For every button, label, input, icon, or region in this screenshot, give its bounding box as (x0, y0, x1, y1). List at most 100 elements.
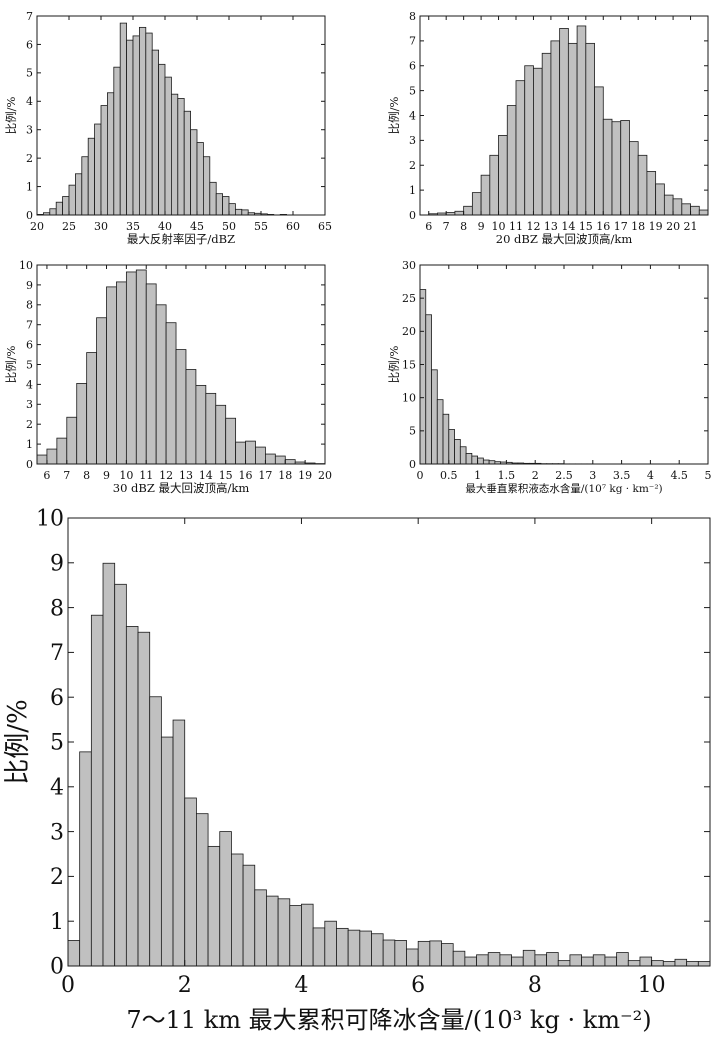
bar (506, 105, 517, 216)
bar (125, 271, 137, 465)
x-axis-label: 最大反射率因子/dBZ (127, 232, 235, 246)
x-tick-label: 11 (139, 469, 153, 482)
bar (231, 853, 244, 967)
y-tick-label: 0 (26, 209, 33, 222)
bar (471, 192, 482, 216)
y-tick-label: 10 (36, 507, 64, 532)
bar (662, 961, 676, 967)
bar (522, 949, 536, 967)
x-tick-label: 55 (254, 220, 268, 233)
bar (245, 440, 256, 465)
x-tick-label: 2 (178, 973, 192, 998)
x-tick-label: 13 (544, 220, 558, 233)
x-tick-label: 3.5 (613, 469, 631, 482)
y-tick-label: 0 (409, 458, 416, 471)
bar (160, 736, 174, 967)
bar (646, 171, 657, 216)
x-tick-label: 65 (318, 220, 332, 233)
bar (534, 954, 547, 967)
bar (406, 948, 419, 967)
bar (235, 441, 246, 465)
bar (697, 961, 711, 967)
bar (100, 105, 108, 216)
bar (185, 369, 197, 465)
bar (36, 454, 48, 465)
bar (135, 269, 147, 465)
bar (301, 903, 314, 967)
x-axis-label: 7～11 km 最大累积可降冰含量/(10³ kg · km⁻²) (126, 1006, 651, 1034)
bar (594, 86, 604, 216)
x-tick-label: 6 (43, 469, 50, 482)
y-tick-label: 3 (26, 124, 33, 137)
bar (681, 203, 691, 216)
bar (431, 369, 438, 465)
bar (581, 956, 594, 967)
x-tick-label: 18 (631, 220, 645, 233)
x-tick-label: 10 (119, 469, 133, 482)
bar (499, 954, 512, 967)
x-tick-label: 8 (460, 220, 467, 233)
bar (524, 65, 534, 216)
bar (592, 954, 606, 967)
x-tick-label: 17 (258, 469, 272, 482)
y-tick-label: 30 (402, 259, 416, 272)
x-tick-label: 16 (596, 220, 610, 233)
y-tick-label: 4 (26, 378, 33, 391)
y-tick-label: 10 (402, 392, 416, 405)
bar (371, 933, 384, 967)
y-axis-label: 比例/% (387, 97, 401, 135)
bar (215, 404, 227, 465)
y-tick-label: 6 (26, 38, 33, 51)
bar (106, 286, 117, 465)
x-tick-label: 8 (83, 469, 90, 482)
bar (132, 35, 140, 216)
x-tick-label: 9 (478, 220, 485, 233)
y-tick-label: 6 (50, 686, 64, 711)
bar (207, 845, 221, 967)
y-tick-label: 3 (409, 134, 416, 147)
bar (616, 952, 629, 967)
bar (347, 929, 361, 967)
bar (165, 322, 177, 465)
x-tick-label: 17 (614, 220, 628, 233)
bar (454, 439, 461, 465)
x-tick-label: 45 (190, 220, 204, 233)
bar (569, 954, 582, 967)
bar (196, 142, 204, 216)
y-tick-label: 8 (26, 299, 33, 312)
x-tick-label: 0.5 (440, 469, 458, 482)
x-axis-label: 最大垂直累积液态水含量/(10⁷ kg · km⁻²) (465, 482, 662, 495)
y-tick-label: 8 (50, 596, 64, 621)
x-tick-label: 4 (294, 973, 308, 998)
bar (511, 956, 524, 967)
bar (184, 797, 197, 967)
y-tick-label: 5 (26, 358, 33, 371)
bar (637, 154, 648, 216)
y-tick-label: 4 (50, 776, 64, 801)
bar (87, 137, 95, 216)
y-tick-label: 9 (50, 552, 64, 577)
bar (137, 631, 151, 967)
x-tick-label: 35 (126, 220, 140, 233)
bar (222, 196, 230, 216)
x-tick-label: 14 (199, 469, 213, 482)
bar (489, 154, 499, 216)
bar (515, 80, 526, 216)
y-tick-label: 0 (409, 209, 416, 222)
bar (312, 927, 326, 967)
bar (425, 314, 432, 465)
bar (126, 39, 134, 216)
bar (62, 196, 70, 216)
x-tick-label: 19 (649, 220, 663, 233)
bar (234, 208, 243, 216)
x-tick-label: 8 (528, 973, 542, 998)
bar (419, 289, 427, 465)
bar (205, 392, 217, 465)
bar (639, 956, 653, 967)
x-tick-label: 7 (443, 220, 450, 233)
bar (336, 927, 349, 967)
x-tick-label: 12 (159, 469, 173, 482)
y-tick-label: 5 (409, 425, 416, 438)
x-tick-label: 0 (417, 469, 424, 482)
